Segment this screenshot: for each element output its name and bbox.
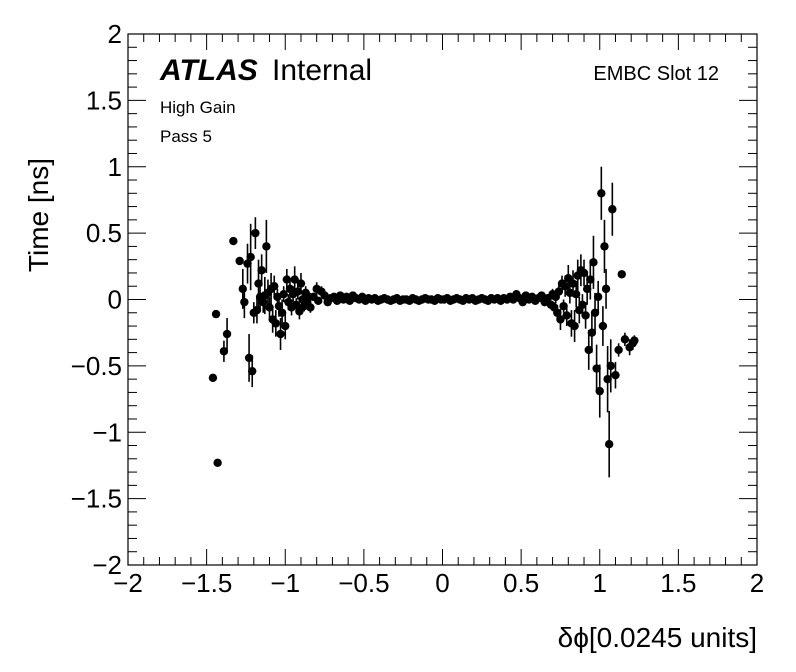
data-point (208, 373, 218, 383)
y-tick-label: 1 (108, 152, 122, 182)
data-point (601, 284, 611, 294)
slot-label: EMBC Slot 12 (593, 63, 719, 85)
data-point (246, 252, 255, 262)
data-point (604, 439, 614, 449)
data-point (565, 288, 575, 298)
y-tick-label: −1.5 (71, 484, 122, 514)
data-point (257, 266, 266, 275)
data-point (213, 458, 222, 467)
data-point (579, 268, 589, 278)
data-point (271, 319, 281, 328)
y-tick-label: 1.5 (86, 85, 122, 115)
data-point (584, 345, 593, 355)
data-point (290, 275, 299, 284)
data-point (518, 297, 527, 307)
x-tick-label: −1 (270, 568, 300, 598)
data-point (581, 311, 590, 320)
y-axis-title: Time [ns] (23, 158, 54, 272)
labels: ATLAS Internal EMBC Slot 12 High Gain Pa… (23, 54, 757, 653)
data-point (586, 275, 595, 284)
data-point (598, 321, 608, 331)
x-tick-label: 1 (593, 568, 607, 598)
x-axis-title: δϕ[0.0245 units] (558, 622, 757, 653)
x-tick-label: 0 (435, 568, 449, 598)
data-point (614, 345, 623, 355)
data-point (292, 300, 301, 310)
data-point (279, 289, 288, 299)
gain-label: High Gain (160, 98, 236, 117)
data-point (595, 386, 604, 396)
data-point (211, 309, 221, 319)
x-tick-label: 2 (750, 568, 764, 598)
data-point (570, 321, 579, 331)
data-point (611, 370, 620, 380)
data-point (277, 308, 287, 317)
data-point (590, 308, 600, 317)
data-point (537, 291, 546, 300)
data-point (606, 361, 615, 371)
data-point (293, 287, 303, 296)
x-tick-label: 1.5 (660, 568, 696, 598)
data-point (554, 287, 564, 296)
data-point (620, 335, 630, 344)
x-tick-label: −2 (113, 568, 143, 598)
data-point (556, 315, 565, 324)
data-point (559, 301, 568, 311)
data-point (562, 311, 571, 320)
data-point (306, 303, 315, 312)
data-point (282, 275, 292, 284)
data-point (597, 189, 606, 198)
data-point (617, 270, 626, 279)
data-point (248, 366, 257, 376)
data-point (243, 259, 252, 268)
data-point (240, 297, 249, 307)
data-point (229, 236, 238, 246)
data-point (582, 284, 592, 294)
data-point (274, 301, 284, 311)
x-tick-label: 0.5 (503, 568, 539, 598)
data-point (571, 289, 581, 299)
data-point (252, 305, 262, 315)
data-point (608, 205, 617, 214)
data-point (219, 347, 229, 356)
data-point (593, 292, 603, 302)
x-tick-label: −0.5 (338, 568, 389, 598)
atlas-logo-text: ATLAS (159, 54, 258, 87)
data-point (568, 279, 578, 288)
data-point (630, 336, 639, 345)
y-tick-label: 0.5 (86, 218, 122, 248)
data-point (262, 242, 271, 251)
data-point (600, 242, 609, 251)
data-point (592, 364, 601, 373)
data-point (296, 279, 306, 288)
data-point (251, 228, 260, 238)
data-point (320, 291, 329, 300)
data-point (553, 308, 562, 317)
data-point (560, 282, 570, 291)
data-point (238, 284, 247, 294)
data-point (270, 282, 279, 291)
axes: −2 −1.5 −1 −0.5 0 0.5 1 1.5 2 −2 −1.5 −1 −0.5 0 0.5 1 1.… (71, 19, 765, 598)
data-point (276, 329, 285, 339)
x-tick-label: −1.5 (181, 568, 232, 598)
data-point (314, 296, 323, 306)
data-point (265, 303, 274, 312)
data-point (281, 321, 290, 331)
y-tick-label: −2 (92, 550, 122, 580)
data-points (208, 166, 639, 478)
data-point (235, 256, 244, 266)
data-point (587, 328, 597, 337)
internal-label: Internal (272, 54, 372, 87)
data-point (589, 258, 598, 267)
data-point (603, 374, 612, 384)
y-tick-label: −1 (92, 417, 122, 447)
data-point (244, 353, 254, 363)
y-tick-label: 0 (108, 285, 122, 315)
data-point (222, 329, 232, 339)
data-point (578, 300, 587, 310)
y-tick-label: 2 (108, 19, 122, 49)
y-tick-label: −0.5 (71, 351, 122, 381)
pass-label: Pass 5 (160, 127, 212, 146)
